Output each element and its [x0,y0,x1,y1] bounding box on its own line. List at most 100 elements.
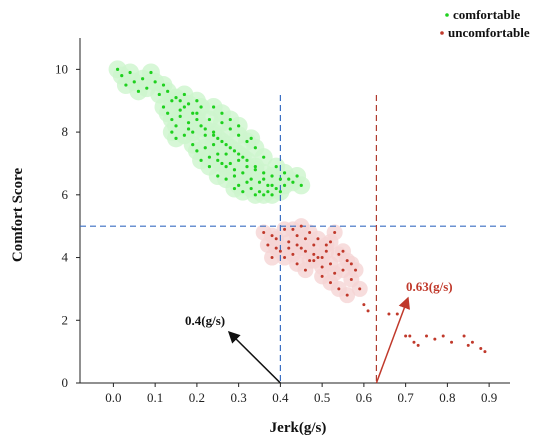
data-point-uncomfortable [337,252,341,256]
data-point-comfortable [186,121,191,125]
data-point-comfortable [195,149,199,153]
data-point-comfortable [124,83,128,87]
data-point-comfortable [195,111,199,115]
data-point-comfortable [195,117,199,122]
data-point-comfortable [241,171,245,175]
data-point-uncomfortable [345,259,349,263]
data-point-comfortable [224,152,228,156]
data-point-uncomfortable [408,334,412,338]
data-point-uncomfortable [295,234,299,238]
annotation-label-0.63: 0.63(g/s) [406,279,453,294]
data-point-uncomfortable [328,281,332,285]
data-point-comfortable [191,130,195,134]
data-point-comfortable [274,164,278,169]
data-point-comfortable [287,177,291,181]
data-point-comfortable [262,171,266,175]
data-point-comfortable [266,190,270,194]
data-point-uncomfortable [266,243,270,247]
data-point-comfortable [245,158,249,162]
data-point-comfortable [241,190,245,194]
data-point-comfortable [274,186,278,191]
data-point-uncomfortable [324,249,328,253]
ticks-layer: 0.0 0.1 0.2 0.3 0.4 0.5 0.6 0.7 0.8 0.9 0 2 4 6 8 10 [55,61,497,405]
data-point-comfortable [291,180,295,184]
data-point-comfortable [249,177,253,181]
data-point-comfortable [182,105,186,109]
data-point-uncomfortable [328,262,332,266]
data-point-comfortable [211,133,216,137]
data-point-comfortable [211,105,216,109]
y-axis-title: Comfort Score [10,168,26,263]
data-point-comfortable [141,77,145,81]
data-point-uncomfortable [303,249,307,253]
data-point-comfortable [224,143,228,147]
data-point-comfortable [224,177,228,181]
annotation-layer: 0.4(g/s) 0.63(g/s) [185,279,453,384]
data-point-comfortable [237,183,241,188]
data-point-comfortable [257,190,262,194]
annotation-arrow-0.63 [375,296,410,384]
data-point-uncomfortable [441,334,445,338]
data-point-comfortable [295,174,299,178]
data-point-uncomfortable [270,234,274,238]
x-tick-label: 0.6 [356,390,373,405]
legend-marker-uncomfortable [440,31,444,35]
data-point-comfortable [216,152,220,156]
data-point-comfortable [170,99,174,103]
data-point-comfortable [211,143,216,147]
data-point-comfortable [262,155,266,159]
data-point-uncomfortable [412,340,416,344]
data-point-uncomfortable [349,278,353,281]
data-point-comfortable [203,146,207,150]
data-point-uncomfortable [303,268,307,272]
data-point-comfortable [186,127,191,131]
data-point-uncomfortable [324,243,328,247]
data-point-comfortable [157,92,161,97]
data-point-comfortable [278,190,282,194]
data-point-comfortable [170,130,174,134]
data-point-uncomfortable [312,243,316,247]
data-point-comfortable [232,174,237,178]
data-point-comfortable [170,117,174,122]
x-tick-label: 0.3 [231,390,247,405]
annotation-label-0.4: 0.4(g/s) [185,313,225,328]
data-point-uncomfortable [320,265,324,269]
data-point-uncomfortable [358,287,362,291]
data-point-comfortable [149,70,153,75]
data-point-comfortable [228,117,232,122]
data-point-comfortable [191,111,195,115]
data-point-comfortable [237,152,241,156]
data-point-uncomfortable [312,259,316,263]
data-point-comfortable [228,127,232,131]
data-point-uncomfortable [470,340,474,344]
data-point-comfortable [232,186,237,191]
data-point-comfortable [199,105,203,109]
data-point-comfortable [253,146,257,150]
data-point-comfortable [253,168,257,172]
data-point-uncomfortable [316,237,320,241]
x-axis-title: Jerk(g/s) [270,420,327,436]
data-point-uncomfortable [287,246,291,250]
data-point-uncomfortable [283,256,287,260]
data-point-uncomfortable [341,249,345,253]
data-point-uncomfortable [299,246,303,250]
data-point-comfortable [278,177,282,181]
data-point-comfortable [166,89,170,93]
data-point-comfortable [207,164,212,169]
y-tick-label: 0 [62,375,69,390]
data-point-comfortable [232,168,237,172]
data-point-comfortable [199,158,203,162]
data-point-comfortable [191,143,195,147]
data-point-uncomfortable [395,312,399,316]
data-point-comfortable [245,139,249,144]
data-point-uncomfortable [316,256,320,260]
data-point-comfortable [220,111,224,115]
data-point-comfortable [145,86,149,90]
data-point-comfortable [166,111,170,115]
y-tick-label: 6 [62,187,69,202]
data-point-uncomfortable [299,224,303,228]
data-point-comfortable [178,114,182,119]
data-point-uncomfortable [287,240,291,244]
threshold-layer [80,95,510,383]
data-point-comfortable [245,164,249,169]
